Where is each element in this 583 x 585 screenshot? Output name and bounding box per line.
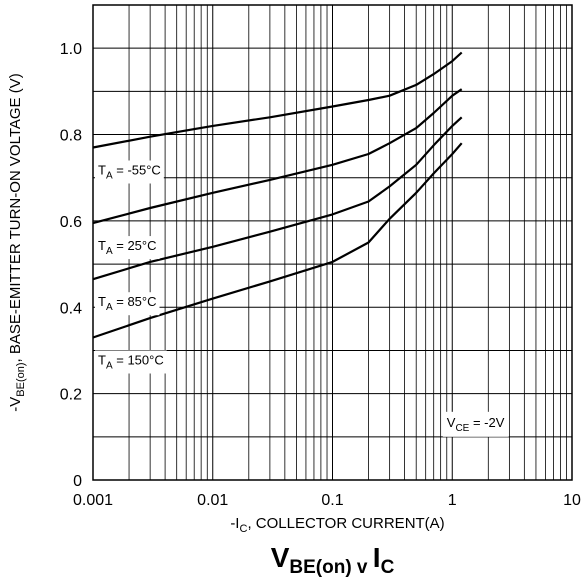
condition-sub: CE bbox=[455, 423, 469, 434]
condition-background bbox=[442, 411, 509, 437]
y-axis-title-sub: BE(on) bbox=[15, 362, 27, 396]
title-tail: I bbox=[373, 542, 381, 573]
x-axis-title: -IC, COLLECTOR CURRENT(A) bbox=[230, 515, 444, 535]
x-axis-title-sub: C bbox=[239, 523, 247, 535]
x-tick-label: 0.01 bbox=[197, 492, 228, 509]
series-label-background bbox=[95, 236, 160, 260]
x-tick-label: 0.001 bbox=[73, 492, 113, 509]
series-line bbox=[92, 116, 463, 281]
series-line bbox=[92, 142, 463, 339]
curves bbox=[92, 51, 463, 339]
x-axis-title-post: , COLLECTOR CURRENT(A) bbox=[247, 515, 444, 532]
condition-pre: V bbox=[447, 415, 456, 430]
x-tick-label: 10 bbox=[563, 492, 581, 509]
series-label: TA = 150°C bbox=[98, 353, 164, 372]
series-label-background bbox=[95, 160, 164, 184]
y-axis-title: -VBE(on), BASE-EMITTER TURN-ON VOLTAGE (… bbox=[7, 73, 27, 411]
title-tail-sub: C bbox=[381, 557, 395, 578]
title-main: V bbox=[271, 542, 290, 573]
y-tick-label: 0.6 bbox=[60, 214, 82, 231]
y-tick-label: 0.8 bbox=[60, 128, 82, 145]
series-label-background bbox=[95, 292, 160, 316]
series-line bbox=[92, 51, 463, 149]
series-label: TA = 85°C bbox=[98, 294, 157, 313]
title-main-sub: BE(on) bbox=[289, 557, 351, 578]
x-axis-title-pre: -I bbox=[230, 515, 239, 532]
y-tick-label: 0.2 bbox=[60, 387, 82, 404]
series-line bbox=[92, 88, 463, 225]
title-mid: v bbox=[352, 557, 373, 578]
series-label-background bbox=[95, 350, 167, 374]
condition-post: = -2V bbox=[469, 415, 504, 430]
x-tick-label: 0.1 bbox=[321, 492, 343, 509]
tick-labels: 0.001 0.01 0.1 1 10 0 0.2 0.4 0.6 0.8 1.0 bbox=[60, 41, 581, 509]
y-axis-title-post: , BASE-EMITTER TURN-ON VOLTAGE (V) bbox=[7, 73, 24, 362]
curve-labels: TA = -55°C TA = 25°C TA = 85°C TA = 150°C bbox=[95, 160, 167, 374]
chart-title: VBE(on) v IC bbox=[271, 542, 395, 578]
series-label: TA = -55°C bbox=[98, 163, 161, 182]
y-tick-label: 1.0 bbox=[60, 41, 82, 58]
plot-frame bbox=[92, 4, 573, 481]
y-axis-title-pre: -V bbox=[7, 397, 24, 412]
vce-condition-label: VCE = -2V bbox=[447, 415, 505, 434]
series-label: TA = 25°C bbox=[98, 238, 157, 257]
x-tick-label: 1 bbox=[448, 492, 457, 509]
y-tick-label: 0.4 bbox=[60, 300, 82, 317]
y-tick-label: 0 bbox=[73, 473, 82, 490]
